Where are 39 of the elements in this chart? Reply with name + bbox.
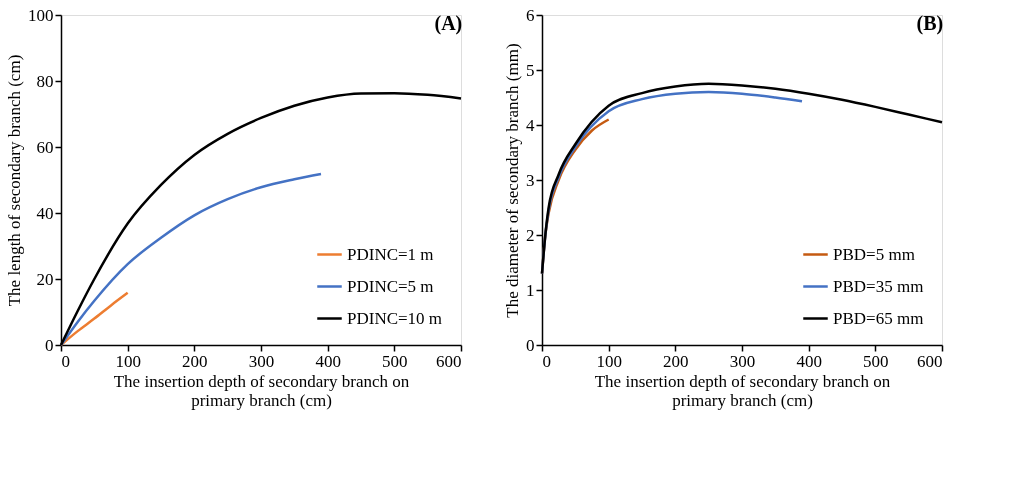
y-tick-label: 2 [526,225,535,245]
y-tick-label: 60 [36,137,54,157]
x-axis-title: The insertion depth of secondary branch on primary branch (cm) [113,371,410,410]
x-tick-label: 200 [663,351,689,371]
chart-title: (A) [434,12,463,35]
y-tick-label: 80 [36,71,54,91]
y-tick-label: 0 [526,335,535,355]
y-axis-title: The diameter of secondary branch (mm) [503,43,522,318]
x-tick-label: 300 [729,351,756,371]
y-tick-label: 40 [36,203,54,223]
x-tick-label: 300 [248,351,275,371]
x-tick-label: 400 [315,351,341,371]
x-tick-label: 500 [863,351,889,371]
y-tick-label: 5 [526,60,535,80]
y-tick-label: 3 [526,170,535,190]
y-tick-label: 0 [45,335,54,355]
y-tick-label: 6 [526,5,535,25]
x-tick-label: 0 [61,351,70,371]
legend-label: PBD=5 mm [833,244,915,264]
y-tick-label: 20 [36,269,54,289]
legend-label: PDINC=5 m [347,276,434,296]
x-tick-label: 0 [542,351,551,371]
legend-label: PDINC=1 m [347,244,434,264]
y-tick-label: 100 [28,5,54,25]
legend-label: PBD=65 mm [833,308,924,328]
x-tick-label: 200 [182,351,208,371]
x-tick-label: 100 [115,351,141,371]
y-axis-title: The length of secondary branch (cm) [5,54,24,307]
x-tick-label: 500 [382,351,408,371]
legend-label: PDINC=10 m [347,308,443,328]
y-tick-label: 1 [526,280,535,300]
chart-title: (B) [916,12,944,35]
x-tick-label: 100 [596,351,622,371]
x-tick-label: 400 [796,351,822,371]
legend-label: PBD=35 mm [833,276,924,296]
x-tick-label: 600 [436,351,462,371]
y-tick-label: 4 [526,115,535,135]
x-axis-title: The insertion depth of secondary branch on primary branch (cm) [594,371,891,410]
x-tick-label: 600 [917,351,943,371]
